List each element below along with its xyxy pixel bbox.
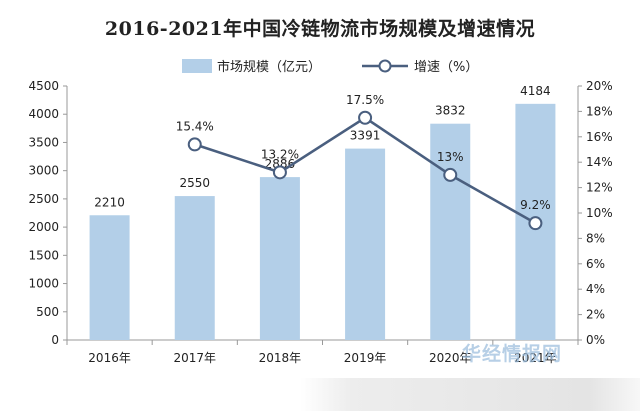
growth-value-label: 9.2%	[520, 198, 551, 212]
y-left-tick-label: 3000	[28, 164, 59, 178]
y-left-tick-label: 0	[51, 333, 59, 347]
y-left-tick-label: 500	[36, 305, 59, 319]
x-tick-label: 2019年	[344, 351, 387, 365]
growth-marker	[187, 137, 202, 152]
x-tick-label: 2021年	[514, 351, 557, 365]
growth-marker	[443, 167, 458, 182]
chart-title: 2016-2021年中国冷链物流市场规模及增速情况	[104, 18, 536, 40]
bar	[174, 196, 215, 340]
bar-value-label: 4184	[520, 84, 551, 98]
y-left-tick-label: 4000	[28, 107, 59, 121]
y-left-tick-label: 2000	[28, 220, 59, 234]
y-right-tick-label: 10%	[586, 206, 613, 220]
bar	[430, 123, 471, 340]
y-left-tick-label: 3500	[28, 135, 59, 149]
legend-line-marker	[378, 59, 392, 73]
y-left-tick-label: 1500	[28, 248, 59, 262]
y-left-tick-label: 2500	[28, 192, 59, 206]
x-tick-label: 2016年	[88, 351, 131, 365]
watermark-text: 华经情报网	[462, 343, 563, 365]
y-right-tick-label: 14%	[586, 155, 613, 169]
y-right-tick-label: 2%	[586, 308, 605, 322]
y-right-tick-label: 18%	[586, 104, 613, 118]
growth-value-label: 15.4%	[176, 119, 214, 133]
growth-marker	[358, 110, 373, 125]
bar-value-label: 3391	[350, 129, 381, 143]
growth-marker	[272, 165, 287, 180]
y-right-tick-label: 12%	[586, 181, 613, 195]
y-left-tick-label: 1000	[28, 277, 59, 291]
bar-value-label: 2550	[179, 176, 210, 190]
y-right-tick-label: 20%	[586, 79, 613, 93]
y-right-tick-label: 6%	[586, 257, 605, 271]
growth-value-label: 17.5%	[346, 93, 384, 107]
x-tick-label: 2018年	[259, 351, 302, 365]
bar-value-label: 2210	[94, 195, 125, 209]
bar	[259, 177, 300, 340]
bar	[89, 215, 130, 340]
legend-line-label: 增速（%）	[414, 60, 478, 75]
y-right-tick-label: 8%	[586, 231, 605, 245]
legend-bar-label: 市场规模（亿元）	[217, 59, 321, 75]
legend-bar-swatch	[182, 59, 212, 73]
y-right-tick-label: 4%	[586, 282, 605, 296]
growth-marker	[528, 216, 543, 231]
growth-value-label: 13%	[437, 150, 464, 164]
x-tick-label: 2017年	[173, 351, 216, 365]
blurred-caption	[300, 378, 640, 411]
y-left-tick-label: 4500	[28, 79, 59, 93]
bar-value-label: 3832	[435, 104, 466, 118]
growth-value-label: 13.2%	[261, 147, 299, 161]
x-tick-label: 2020年	[429, 351, 472, 365]
y-right-tick-label: 0%	[586, 333, 605, 347]
bar	[345, 148, 386, 340]
y-right-tick-label: 16%	[586, 130, 613, 144]
